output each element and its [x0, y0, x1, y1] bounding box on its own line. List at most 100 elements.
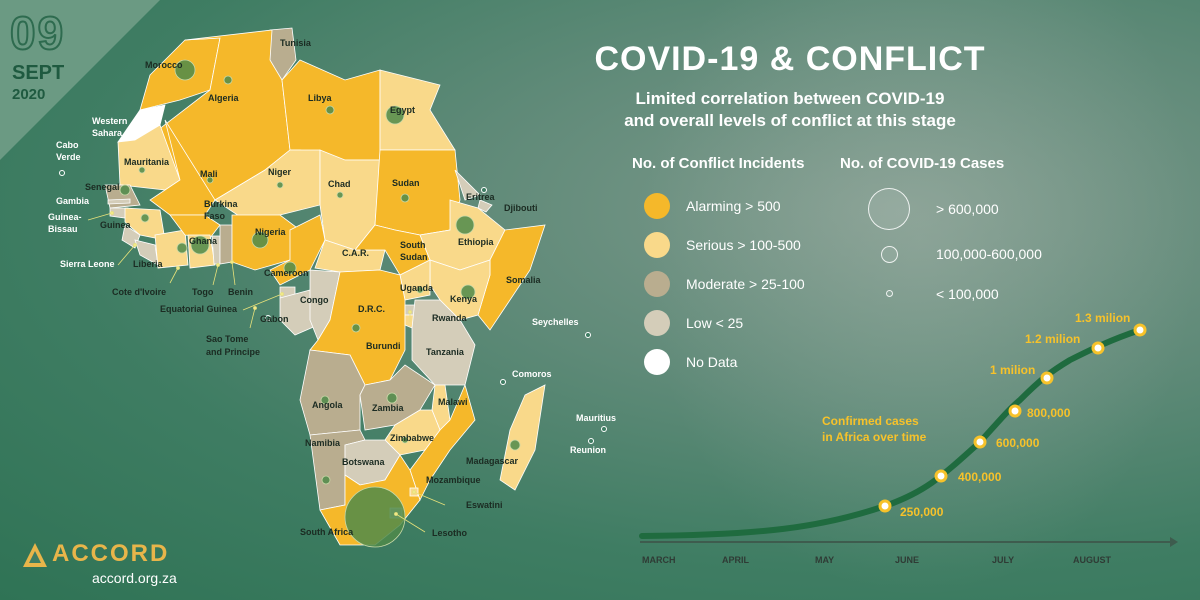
- label-lesotho: Lesotho: [432, 528, 468, 538]
- case-bubble: [283, 261, 297, 275]
- milestone-point: [934, 469, 948, 483]
- month-label: APRIL: [722, 555, 750, 565]
- accord-logo-icon: [23, 543, 47, 567]
- case-bubble: [455, 215, 475, 235]
- case-bubble: [336, 191, 344, 199]
- label-rwanda: Rwanda: [432, 313, 468, 323]
- legend-label: > 600,000: [936, 201, 999, 217]
- label-western-sahara-2: Sahara: [92, 128, 123, 138]
- case-bubbles: [119, 59, 521, 548]
- country-angola: [299, 349, 366, 436]
- country-djibouti: [477, 199, 493, 213]
- timeline-caption-line: Confirmed cases: [822, 414, 919, 428]
- swatch-low: [644, 309, 670, 336]
- label-cote-divoire: Cote d'Ivoire: [112, 287, 166, 297]
- label-senegal: Senegal: [85, 182, 120, 192]
- island-eritrea-dot: [481, 187, 487, 193]
- label-guinea-bissau-2: Bissau: [48, 224, 78, 234]
- label-liberia: Liberia: [133, 259, 164, 269]
- case-bubble: [460, 284, 476, 300]
- label-algeria: Algeria: [208, 93, 240, 103]
- case-bubble: [251, 231, 269, 249]
- milestone-point: [1133, 323, 1147, 337]
- date-year: 2020: [12, 86, 46, 103]
- legend-heading: No. of COVID-19 Cases: [840, 155, 1005, 172]
- case-bubble: [385, 105, 405, 125]
- label-congo: Congo: [300, 295, 329, 305]
- label-south-sudan-2: Sudan: [400, 252, 428, 262]
- island-seychelles: [585, 332, 591, 338]
- label-cameroon: Cameroon: [264, 268, 309, 278]
- label-equatorial-guinea: Equatorial Guinea: [160, 304, 238, 314]
- milestone-label: 1 milion: [990, 363, 1035, 377]
- brand-url[interactable]: accord.org.za: [92, 570, 177, 586]
- label-guinea-bissau-1: Guinea-: [48, 212, 82, 222]
- label-libya: Libya: [308, 93, 333, 103]
- case-bubble: [351, 323, 361, 333]
- label-reunion: Reunion: [570, 445, 606, 455]
- date-day: 09: [9, 6, 66, 60]
- timeline-caption-line: in Africa over time: [822, 430, 927, 444]
- case-bubble: [276, 181, 284, 189]
- case-circle-medium: [881, 246, 898, 263]
- label-tunisia: Tunisia: [280, 38, 312, 48]
- legend-label: Serious > 100-500: [686, 236, 801, 253]
- label-botswana: Botswana: [342, 457, 386, 467]
- label-zambia: Zambia: [372, 403, 405, 413]
- island-mauritius: [601, 426, 607, 432]
- label-uganda: Uganda: [400, 283, 434, 293]
- swatch-no-data: [644, 348, 670, 375]
- legend-item: No Data: [632, 342, 832, 381]
- label-cabo-verde-1: Cabo: [56, 140, 79, 150]
- label-kenya: Kenya: [450, 294, 478, 304]
- month-label: MAY: [815, 555, 834, 565]
- legend-label: Moderate > 25-100: [686, 275, 805, 292]
- case-bubble: [140, 213, 150, 223]
- legend-item: < 100,000: [840, 276, 1080, 316]
- case-bubble: [138, 166, 146, 174]
- label-morocco: Morocco: [145, 60, 183, 70]
- label-nigeria: Nigeria: [255, 227, 287, 237]
- milestone-label: 1.3 milion: [1075, 311, 1130, 325]
- case-bubble: [509, 439, 521, 451]
- label-mauritius: Mauritius: [576, 413, 616, 423]
- month-label: JUNE: [895, 555, 919, 565]
- legend-heading: No. of Conflict Incidents: [632, 155, 805, 172]
- label-niger: Niger: [268, 167, 292, 177]
- label-sao-tome-2: and Principe: [206, 347, 260, 357]
- milestone-label: 400,000: [958, 470, 1002, 484]
- case-bubble: [206, 176, 214, 184]
- label-seychelles: Seychelles: [532, 317, 579, 327]
- month-label: JULY: [992, 555, 1014, 565]
- legend-covid-cases: No. of COVID-19 Cases > 600,000 100,000-…: [840, 155, 1080, 316]
- islands: [59, 170, 607, 444]
- swatch-moderate: [644, 270, 670, 297]
- label-comoros: Comoros: [512, 369, 552, 379]
- label-burundi: Burundi: [366, 341, 401, 351]
- swatch-alarming: [644, 192, 670, 219]
- legend-item: Low < 25: [632, 303, 832, 342]
- subtitle-line: Limited correlation between COVID-19: [635, 89, 945, 108]
- swatch-serious: [644, 231, 670, 258]
- legend-item: Serious > 100-500: [632, 225, 832, 264]
- legend-item: Alarming > 500: [632, 186, 832, 225]
- case-bubble: [190, 235, 210, 255]
- milestone-label: 800,000: [1027, 406, 1071, 420]
- label-ethiopia: Ethiopia: [458, 237, 494, 247]
- legend-label: Alarming > 500: [686, 197, 781, 214]
- page-title: COVID-19 & CONFLICT: [594, 40, 986, 78]
- case-bubble-south-africa: [344, 486, 406, 548]
- leader-lines: [87, 211, 446, 533]
- country-guinea: [124, 207, 166, 241]
- milestone-point: [878, 499, 892, 513]
- legend-item: 100,000-600,000: [840, 236, 1080, 276]
- legend-item: Moderate > 25-100: [632, 264, 832, 303]
- label-burkina-2: Faso: [204, 211, 226, 221]
- island-comoros: [500, 379, 506, 385]
- country-eritrea: [454, 169, 481, 201]
- label-djibouti: Djibouti: [504, 203, 538, 213]
- case-bubble: [321, 475, 331, 485]
- case-bubble: [386, 392, 398, 404]
- label-burkina-1: Burkina: [204, 199, 239, 209]
